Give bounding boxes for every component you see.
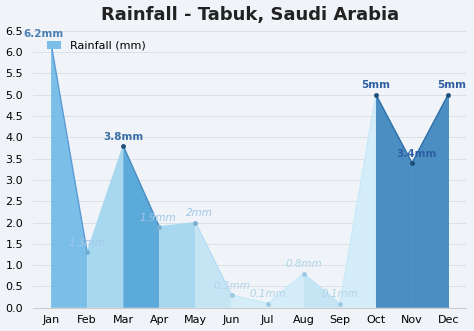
Polygon shape xyxy=(51,43,87,308)
Polygon shape xyxy=(304,274,340,308)
Text: 0.1mm: 0.1mm xyxy=(321,289,358,299)
Title: Rainfall - Tabuk, Saudi Arabia: Rainfall - Tabuk, Saudi Arabia xyxy=(100,6,399,24)
Legend: Rainfall (mm): Rainfall (mm) xyxy=(43,36,150,55)
Polygon shape xyxy=(123,146,159,308)
Polygon shape xyxy=(195,222,232,308)
Polygon shape xyxy=(232,295,268,308)
Polygon shape xyxy=(340,95,376,308)
Polygon shape xyxy=(159,222,195,308)
Text: 0.8mm: 0.8mm xyxy=(285,260,322,269)
Text: 6.2mm: 6.2mm xyxy=(23,29,63,39)
Text: 3.8mm: 3.8mm xyxy=(103,131,144,142)
Text: 0.1mm: 0.1mm xyxy=(249,289,286,299)
Text: 0.3mm: 0.3mm xyxy=(213,281,250,291)
Polygon shape xyxy=(87,146,123,308)
Polygon shape xyxy=(412,95,448,308)
Text: 1.9mm: 1.9mm xyxy=(139,213,176,222)
Text: 5mm: 5mm xyxy=(362,80,391,90)
Text: 3.4mm: 3.4mm xyxy=(396,149,437,159)
Polygon shape xyxy=(268,274,304,308)
Polygon shape xyxy=(376,95,412,308)
Text: 2mm: 2mm xyxy=(186,208,213,218)
Text: 1.3mm: 1.3mm xyxy=(69,238,106,248)
Text: 5mm: 5mm xyxy=(437,80,466,90)
